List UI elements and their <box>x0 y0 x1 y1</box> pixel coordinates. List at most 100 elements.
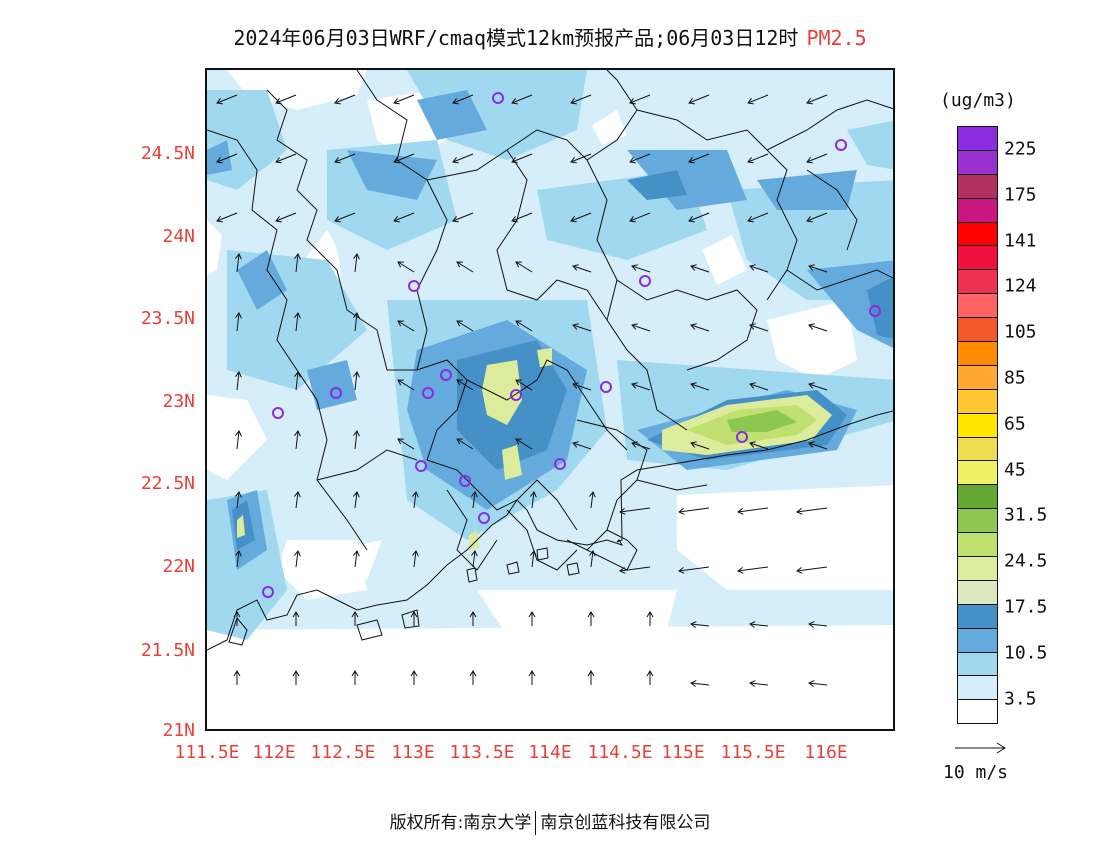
wind-arrow <box>393 153 415 164</box>
lon-label: 112.5E <box>310 742 376 763</box>
wind-arrow <box>393 212 415 223</box>
wind-arrow <box>471 491 478 509</box>
legend-swatch <box>957 579 998 604</box>
wind-arrow <box>275 212 297 223</box>
wind-arrow <box>690 441 710 450</box>
wind-arrow <box>233 670 241 685</box>
legend-swatch <box>957 675 998 700</box>
wind-arrow <box>233 611 241 626</box>
wind-arrow <box>353 371 360 391</box>
wind-arrow <box>688 153 710 164</box>
legend-label: 31.5 <box>1004 504 1048 526</box>
legend-swatch <box>957 484 998 509</box>
wind-arrow <box>353 253 360 273</box>
legend-swatch <box>957 293 998 318</box>
low-concentration-areas <box>207 70 893 729</box>
wind-arrow <box>572 441 592 450</box>
wind-arrow <box>690 680 710 687</box>
legend-units: (ug/m3) <box>940 90 1016 111</box>
wind-arrow <box>351 611 359 626</box>
wind-arrow <box>737 566 769 574</box>
wind-arrow <box>235 550 242 568</box>
wind-arrow <box>469 611 477 626</box>
lat-label: 21.5N <box>140 640 195 661</box>
wind-arrow <box>749 323 769 332</box>
legend-swatch <box>957 149 998 174</box>
lat-label: 24N <box>162 226 195 247</box>
wind-arrow <box>528 670 536 685</box>
wind-arrow <box>796 566 828 574</box>
legend-swatch <box>957 388 998 413</box>
wind-arrow <box>589 550 596 568</box>
legend-swatch <box>957 532 998 557</box>
wind-arrow <box>678 507 710 515</box>
legend-swatch <box>957 126 998 150</box>
wind-arrow <box>353 312 360 332</box>
legend-label: 141 <box>1004 230 1037 251</box>
lat-label: 22N <box>162 556 195 577</box>
wind-arrow <box>235 253 242 273</box>
copyright-left: 版权所有:南京大学 <box>389 813 532 833</box>
wind-arrow <box>749 382 769 391</box>
title-text: 2024年06月03日WRF/cmaq模式12km预报产品;06月03日12时 <box>233 26 799 50</box>
wind-arrow <box>690 382 710 391</box>
legend-swatch <box>957 412 998 437</box>
wind-arrow <box>629 153 651 164</box>
wind-arrow <box>235 430 242 450</box>
wind-arrow <box>216 94 238 105</box>
wind-arrow <box>808 680 828 687</box>
wind-arrow <box>456 438 474 450</box>
pm25-map <box>205 68 895 731</box>
legend-swatch <box>957 627 998 652</box>
wind-arrow <box>412 550 419 568</box>
reference-vector-arrow <box>955 742 1006 754</box>
lon-label: 114E <box>528 742 572 763</box>
wind-arrow <box>452 212 474 223</box>
lat-label: 24.5N <box>140 143 195 164</box>
wind-arrow <box>351 670 359 685</box>
wind-arrow <box>806 153 828 164</box>
legend-swatch <box>957 364 998 389</box>
wind-arrow <box>292 611 300 626</box>
wind-arrow <box>393 94 415 105</box>
wind-arrow <box>469 670 477 685</box>
wind-arrow <box>808 323 828 332</box>
wind-arrow <box>456 261 474 273</box>
footer-divider <box>535 811 537 835</box>
legend-swatch <box>957 245 998 270</box>
legend-swatch <box>957 317 998 342</box>
wind-arrow <box>808 441 828 450</box>
legend-swatch <box>957 173 998 198</box>
wind-arrow <box>511 94 533 105</box>
legend-label: 105 <box>1004 321 1037 343</box>
wind-arrow <box>294 371 301 391</box>
wind-arrow <box>749 621 769 628</box>
wind-arrow <box>572 264 592 273</box>
wind-arrow <box>806 212 828 223</box>
copyright-footer: 版权所有:南京大学 南京创蓝科技有限公司 <box>0 808 1100 835</box>
wind-arrow <box>589 491 596 509</box>
map-canvas <box>207 70 893 729</box>
legend-swatch <box>957 651 998 676</box>
lon-label: 112E <box>252 742 296 763</box>
wind-arrow <box>397 261 415 273</box>
legend-label: 3.5 <box>1004 688 1037 709</box>
wind-arrow <box>749 680 769 687</box>
wind-arrow <box>397 438 415 450</box>
lon-label: 115E <box>661 742 705 763</box>
wind-arrow <box>570 212 592 223</box>
wind-arrow <box>471 550 478 568</box>
legend-label: 65 <box>1004 413 1026 435</box>
wind-arrow <box>808 264 828 273</box>
wind-arrow <box>737 507 769 515</box>
wind-arrow <box>334 212 356 223</box>
wind-arrow <box>216 153 238 164</box>
wind-arrow <box>678 566 710 574</box>
wind-arrow <box>294 430 301 450</box>
lat-label: 21N <box>162 720 195 741</box>
wind-arrow <box>452 153 474 164</box>
wind-arrow <box>629 94 651 105</box>
wind-arrow <box>646 611 654 626</box>
copyright-right: 南京创蓝科技有限公司 <box>540 813 711 833</box>
lat-label: 23.5N <box>140 308 195 329</box>
